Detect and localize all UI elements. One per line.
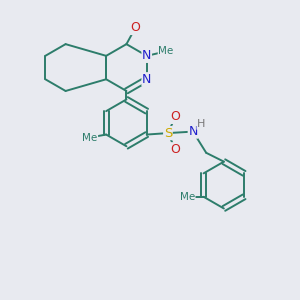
Text: N: N bbox=[142, 73, 152, 86]
Text: Me: Me bbox=[82, 133, 98, 142]
Text: S: S bbox=[164, 127, 172, 140]
Text: O: O bbox=[170, 143, 180, 156]
Text: N: N bbox=[188, 125, 198, 138]
Text: O: O bbox=[130, 21, 140, 34]
Text: H: H bbox=[197, 119, 206, 129]
Text: N: N bbox=[142, 49, 152, 62]
Text: Me: Me bbox=[158, 46, 173, 56]
Text: O: O bbox=[170, 110, 180, 123]
Text: Me: Me bbox=[180, 192, 195, 202]
